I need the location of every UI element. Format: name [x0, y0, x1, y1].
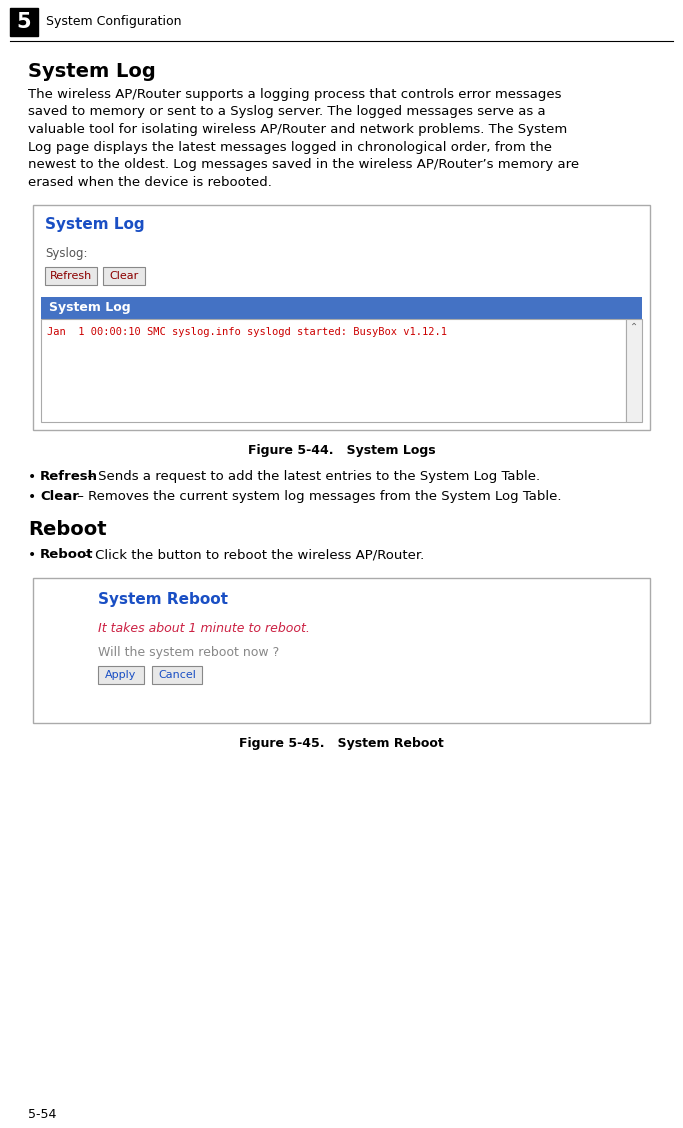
Bar [41, 297, 642, 319]
Text: Cancel: Cancel [158, 670, 196, 680]
Text: Figure 5-44.   System Logs: Figure 5-44. System Logs [248, 444, 435, 457]
Text: Reboot: Reboot [40, 548, 94, 561]
Text: The wireless AP/Router supports a logging process that controls error messages: The wireless AP/Router supports a loggin… [28, 88, 561, 102]
Bar [33, 578, 650, 723]
Text: Refresh: Refresh [50, 271, 92, 281]
Bar [98, 666, 144, 684]
Bar [152, 666, 202, 684]
Text: – Removes the current system log messages from the System Log Table.: – Removes the current system log message… [73, 490, 561, 503]
Text: Figure 5-45.   System Reboot: Figure 5-45. System Reboot [239, 737, 444, 750]
Text: Syslog:: Syslog: [45, 247, 87, 259]
Text: Clear: Clear [109, 271, 139, 281]
Text: newest to the oldest. Log messages saved in the wireless AP/Router’s memory are: newest to the oldest. Log messages saved… [28, 158, 579, 171]
Text: 5-54: 5-54 [28, 1108, 57, 1121]
Text: System Log: System Log [45, 217, 145, 232]
Text: Reboot: Reboot [28, 520, 107, 539]
Text: System Reboot: System Reboot [98, 592, 228, 607]
Text: System Log: System Log [49, 301, 130, 315]
Text: Will the system reboot now ?: Will the system reboot now ? [98, 646, 279, 659]
Text: Log page displays the latest messages logged in chronological order, from the: Log page displays the latest messages lo… [28, 141, 552, 153]
Text: ⌃: ⌃ [630, 321, 638, 332]
Text: System Configuration: System Configuration [46, 16, 182, 28]
Text: valuable tool for isolating wireless AP/Router and network problems. The System: valuable tool for isolating wireless AP/… [28, 123, 568, 136]
Text: •: • [28, 490, 36, 504]
Text: •: • [28, 548, 36, 562]
Text: 5: 5 [16, 12, 31, 32]
Text: Apply: Apply [105, 670, 137, 680]
Text: erased when the device is rebooted.: erased when the device is rebooted. [28, 176, 272, 188]
Text: saved to memory or sent to a Syslog server. The logged messages serve as a: saved to memory or sent to a Syslog serv… [28, 106, 546, 118]
Text: •: • [28, 470, 36, 484]
Bar [626, 319, 642, 422]
Bar [45, 267, 97, 285]
Text: System Log: System Log [28, 62, 156, 81]
Bar [10, 8, 38, 36]
Text: Refresh: Refresh [40, 470, 98, 483]
Text: Jan  1 00:00:10 SMC syslog.info syslogd started: BusyBox v1.12.1: Jan 1 00:00:10 SMC syslog.info syslogd s… [47, 327, 447, 337]
Bar [33, 205, 650, 430]
Text: It takes about 1 minute to reboot.: It takes about 1 minute to reboot. [98, 622, 310, 635]
Bar [103, 267, 145, 285]
Text: – Sends a request to add the latest entries to the System Log Table.: – Sends a request to add the latest entr… [83, 470, 540, 483]
Bar [41, 319, 626, 422]
Text: – Click the button to reboot the wireless AP/Router.: – Click the button to reboot the wireles… [80, 548, 424, 561]
Text: Clear: Clear [40, 490, 79, 503]
